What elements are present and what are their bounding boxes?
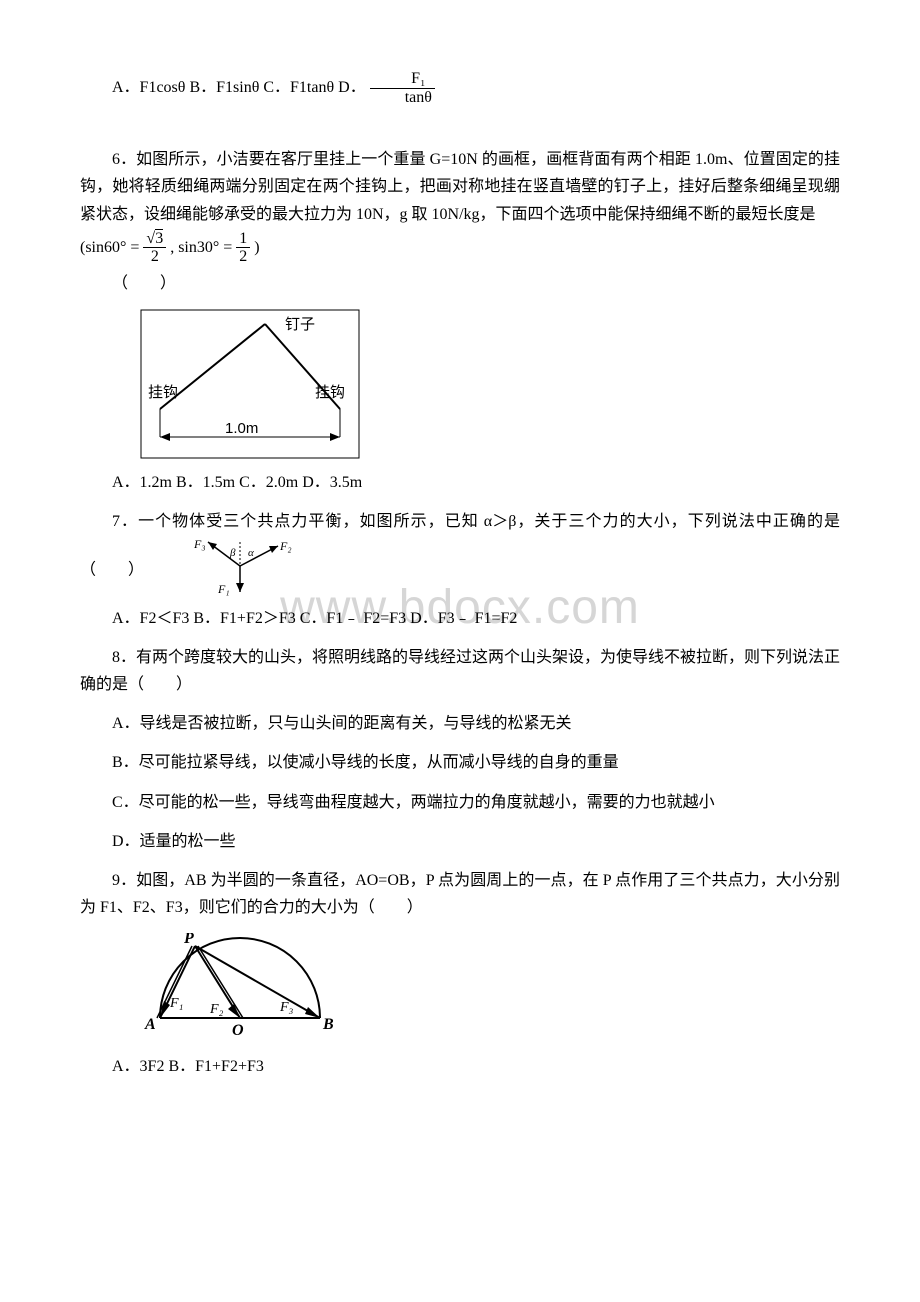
q6-frac1: √3 2	[143, 230, 166, 266]
q6-given: (sin60° = √3 2 , sin30° = 1 2 )	[80, 230, 840, 266]
svg-text:O: O	[232, 1022, 244, 1039]
q6-given2: , sin30° =	[170, 239, 232, 256]
svg-text:F₁: F₁	[169, 996, 183, 1011]
q6-hook-left: 挂钩	[148, 384, 178, 401]
svg-text:β: β	[229, 547, 236, 559]
q6-frac2-num: 1	[236, 230, 250, 249]
svg-text:F₁: F₁	[217, 582, 230, 596]
q6-frac2: 1 2	[236, 230, 250, 266]
q9-options: A．3F2 B．F1+F2+F3	[80, 1053, 840, 1080]
q8-optA: A．导线是否被拉断，只与山头间的距离有关，与导线的松紧无关	[80, 710, 840, 737]
svg-text:B: B	[322, 1016, 334, 1033]
q9-text: 9．如图，AB 为半圆的一条直径，AO=OB，P 点为圆周上的一点，在 P 点作…	[80, 867, 840, 921]
svg-text:F₂: F₂	[209, 1002, 224, 1017]
q6-frac2-den: 2	[236, 248, 250, 266]
q7-figure: F₃ F₂ F₁ α β	[158, 536, 300, 605]
q8-optD: D．适量的松一些	[80, 828, 840, 855]
q7-text: 7．一个物体受三个共点力平衡，如图所示，已知 α＞β，关于三个力的大小，下列说法…	[80, 508, 840, 604]
svg-text:α: α	[248, 547, 254, 559]
q5-frac-den: tanθ	[370, 89, 435, 107]
svg-text:F₂: F₂	[279, 539, 292, 553]
svg-text:A: A	[144, 1016, 156, 1033]
q6-given1: (sin60° =	[80, 239, 139, 256]
svg-text:F₃: F₃	[279, 1000, 294, 1015]
q6-hook-right: 挂钩	[315, 384, 345, 401]
q6-options: A．1.2m B．1.5m C．2.0m D．3.5m	[80, 469, 840, 496]
svg-text:F₃: F₃	[193, 537, 206, 551]
q5-frac-num: F₁	[370, 70, 435, 89]
q6-frac1-den: 2	[143, 248, 166, 266]
q7-options: A．F2＜F3 B．F1+F2＞F3 C．F1﹣ F2=F3 D．F3﹣ F1=…	[80, 605, 840, 632]
q5-options-text: A．F1cosθ B．F1sinθ C．F1tanθ D．	[112, 79, 366, 96]
svg-text:P: P	[183, 933, 194, 947]
q6-text: 6．如图所示，小洁要在客厅里挂上一个重量 G=10N 的画框，画框背面有两个相距…	[80, 146, 840, 228]
q5-frac: F₁ tanθ	[370, 70, 435, 106]
q9-figure: P A B O F₁ F₂ F₃	[140, 933, 840, 1043]
content-area: A．F1cosθ B．F1sinθ C．F1tanθ D． F₁ tanθ 6．…	[80, 70, 840, 1081]
q6-given3: )	[254, 239, 259, 256]
q8-optC: C．尽可能的松一些，导线弯曲程度越大，两端拉力的角度就越小，需要的力也就越小	[80, 789, 840, 816]
q6-dim-label: 1.0m	[225, 420, 258, 437]
q5-options: A．F1cosθ B．F1sinθ C．F1tanθ D． F₁ tanθ	[80, 70, 840, 106]
q6-nail-label: 钉子	[285, 316, 315, 333]
q6-figure: 钉子 挂钩 挂钩 1.0m	[140, 309, 840, 459]
q8-text: 8．有两个跨度较大的山头，将照明线路的导线经过这两个山头架设，为使导线不被拉断，…	[80, 644, 840, 698]
q8-optB: B．尽可能拉紧导线，以使减小导线的长度，从而减小导线的自身的重量	[80, 749, 840, 776]
q6-frac1-num: √3	[143, 230, 166, 249]
q6-paren: （ ）	[80, 270, 840, 297]
